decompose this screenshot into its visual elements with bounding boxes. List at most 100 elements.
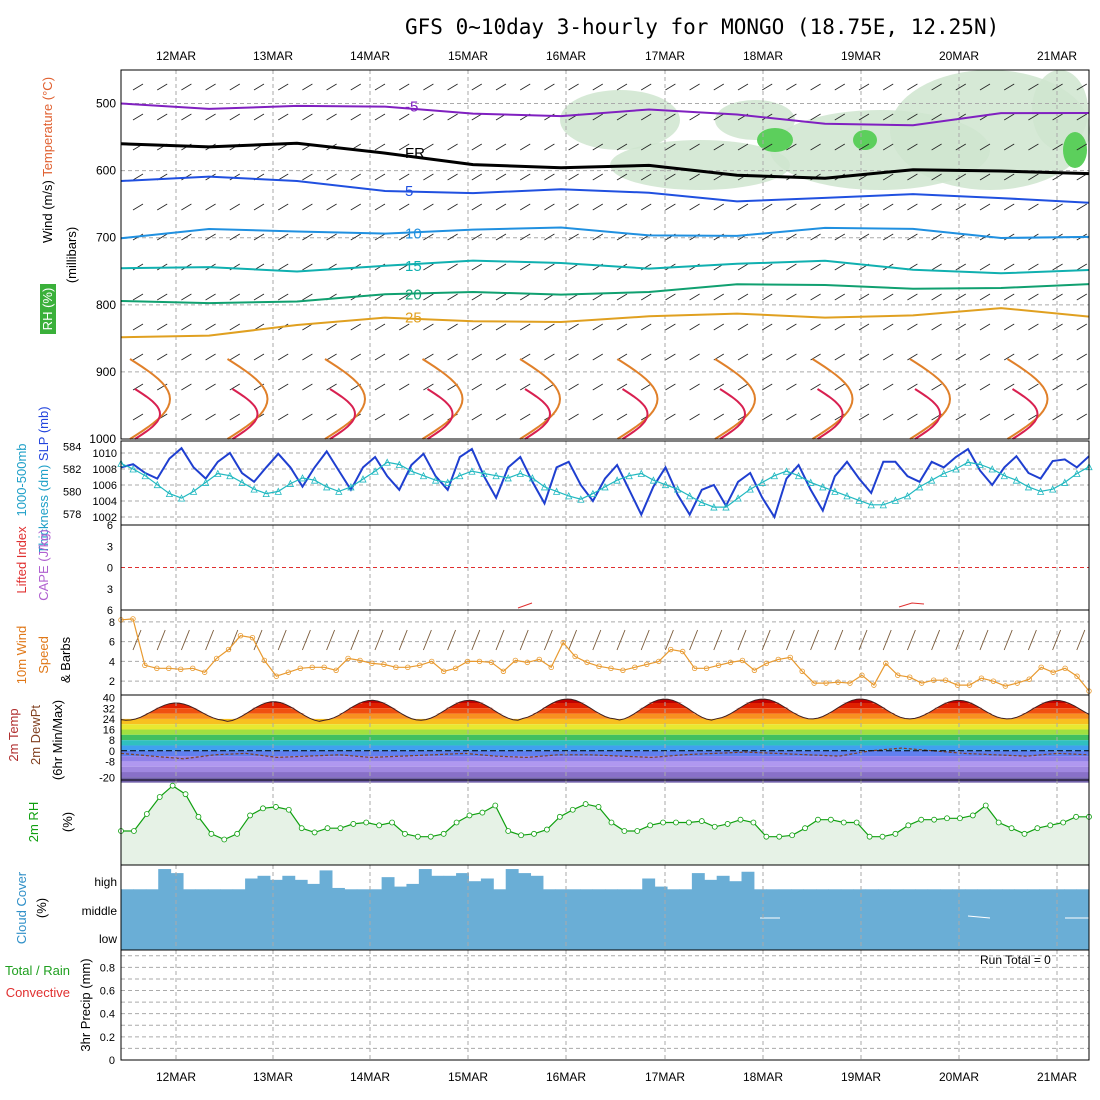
isotherm-10 (120, 226, 1090, 240)
wind10-point (727, 659, 734, 666)
wind-barb (350, 353, 362, 361)
wind-barb (302, 383, 313, 391)
rh2m-point (479, 809, 486, 816)
wind-barb (374, 173, 386, 181)
cloud-high-bar (1026, 889, 1040, 892)
cloud-high-bar (406, 883, 420, 892)
rh-box (40, 284, 56, 334)
label-precip-conv: Convective (6, 985, 70, 1000)
wind-barb (665, 203, 676, 211)
wind10-point (942, 677, 949, 683)
label-w3: & Barbs (58, 636, 73, 683)
wind-barb (665, 383, 676, 391)
cape-tick-0: 6 (107, 520, 113, 532)
wind-barb (568, 203, 579, 211)
wind10-point (261, 657, 268, 664)
wind-barb (423, 113, 434, 121)
rh2m-point (827, 816, 834, 823)
wind-barb (471, 143, 483, 151)
wind-tick-3: 8 (109, 617, 115, 629)
wind10-barb (689, 629, 699, 651)
wind-barb (979, 143, 991, 151)
wind10-point (763, 660, 770, 667)
wind-barb (374, 233, 386, 241)
wind10-barb (374, 629, 384, 651)
wind10-point (1014, 680, 1020, 686)
wind-barb (132, 383, 144, 391)
wind-barb (495, 413, 507, 421)
isotherm-label-FR: FR (405, 145, 425, 162)
thickness-point (976, 460, 984, 468)
cloud-high-bar (667, 889, 680, 892)
bottom-date-9: 21MAR (1037, 1070, 1077, 1084)
cloud-high-bar (617, 889, 631, 892)
wind10-point (954, 682, 961, 688)
wind-barb (931, 143, 942, 151)
wind-barb (471, 173, 483, 181)
wind-barb (495, 203, 507, 211)
wind10-point (811, 680, 817, 686)
wind-barb (253, 83, 265, 91)
wind-barb (302, 203, 313, 211)
hot-loop-3 (426, 388, 454, 440)
wind-barb (955, 263, 967, 271)
wind-barb (761, 233, 773, 241)
wind10-point (584, 659, 590, 666)
wind-barb (495, 383, 507, 391)
rh2m-point (453, 819, 460, 826)
wind-barb (761, 203, 773, 211)
hot-loop-6 (719, 388, 747, 440)
wind-barb (205, 83, 216, 91)
wind-barb (1052, 293, 1063, 301)
wind-barb (495, 143, 507, 151)
cloud-high-bar (605, 889, 618, 892)
wind-barb (882, 293, 894, 301)
wind10-point (1062, 665, 1068, 672)
wind10-point (799, 668, 805, 674)
label-precip: 3hr Precip (mm) (78, 958, 93, 1051)
wind10-point (142, 662, 148, 669)
precip-panel: 0 0.2 0.4 0.6 0.8 (100, 949, 1090, 1067)
thickness-point (1061, 478, 1069, 486)
wind-barb (955, 293, 967, 301)
thickness-point (601, 483, 609, 491)
wind-barb (834, 383, 846, 391)
cloud-high-bar (518, 873, 532, 892)
bottom-date-1: 13MAR (253, 1070, 293, 1084)
wind-barb (519, 263, 531, 271)
rh2m-point (143, 811, 150, 817)
wind-barb (907, 293, 918, 301)
wind-barb (737, 383, 749, 391)
isotherm-15 (120, 259, 1090, 275)
wind-barb (1003, 113, 1015, 121)
label-rh2-part-0: (%) (60, 812, 75, 832)
top-date-1: 13MAR (253, 49, 293, 63)
cloud-high-bar (257, 875, 271, 892)
wind-barb (495, 173, 507, 181)
wind-barb (447, 263, 458, 271)
isotherm-20 (120, 283, 1090, 305)
wind10-point (596, 663, 602, 670)
cloud-high-bar (716, 875, 730, 892)
wind-barb (1052, 203, 1063, 211)
wind-barb (640, 173, 652, 181)
isotherm-label-20: 20 (405, 286, 422, 303)
rh-core-1 (853, 130, 877, 150)
wind10-point (835, 679, 841, 685)
wind10-point (225, 646, 232, 653)
thickness-point (758, 478, 766, 486)
wind-barb (544, 143, 555, 151)
wind10-point (787, 654, 793, 661)
wind-barb (592, 323, 604, 331)
wind10-point (393, 664, 399, 671)
wind-barb (519, 233, 531, 241)
temp-tick-1: 32 (103, 703, 115, 715)
wind-barb (882, 203, 894, 211)
wind-barb (302, 413, 313, 421)
wind-barb (277, 83, 289, 91)
wind-barb (665, 173, 676, 181)
wind-barb (326, 233, 337, 241)
wind-barb (1028, 263, 1039, 271)
wind10-point (620, 667, 626, 673)
temp-band-11 (121, 756, 1089, 762)
